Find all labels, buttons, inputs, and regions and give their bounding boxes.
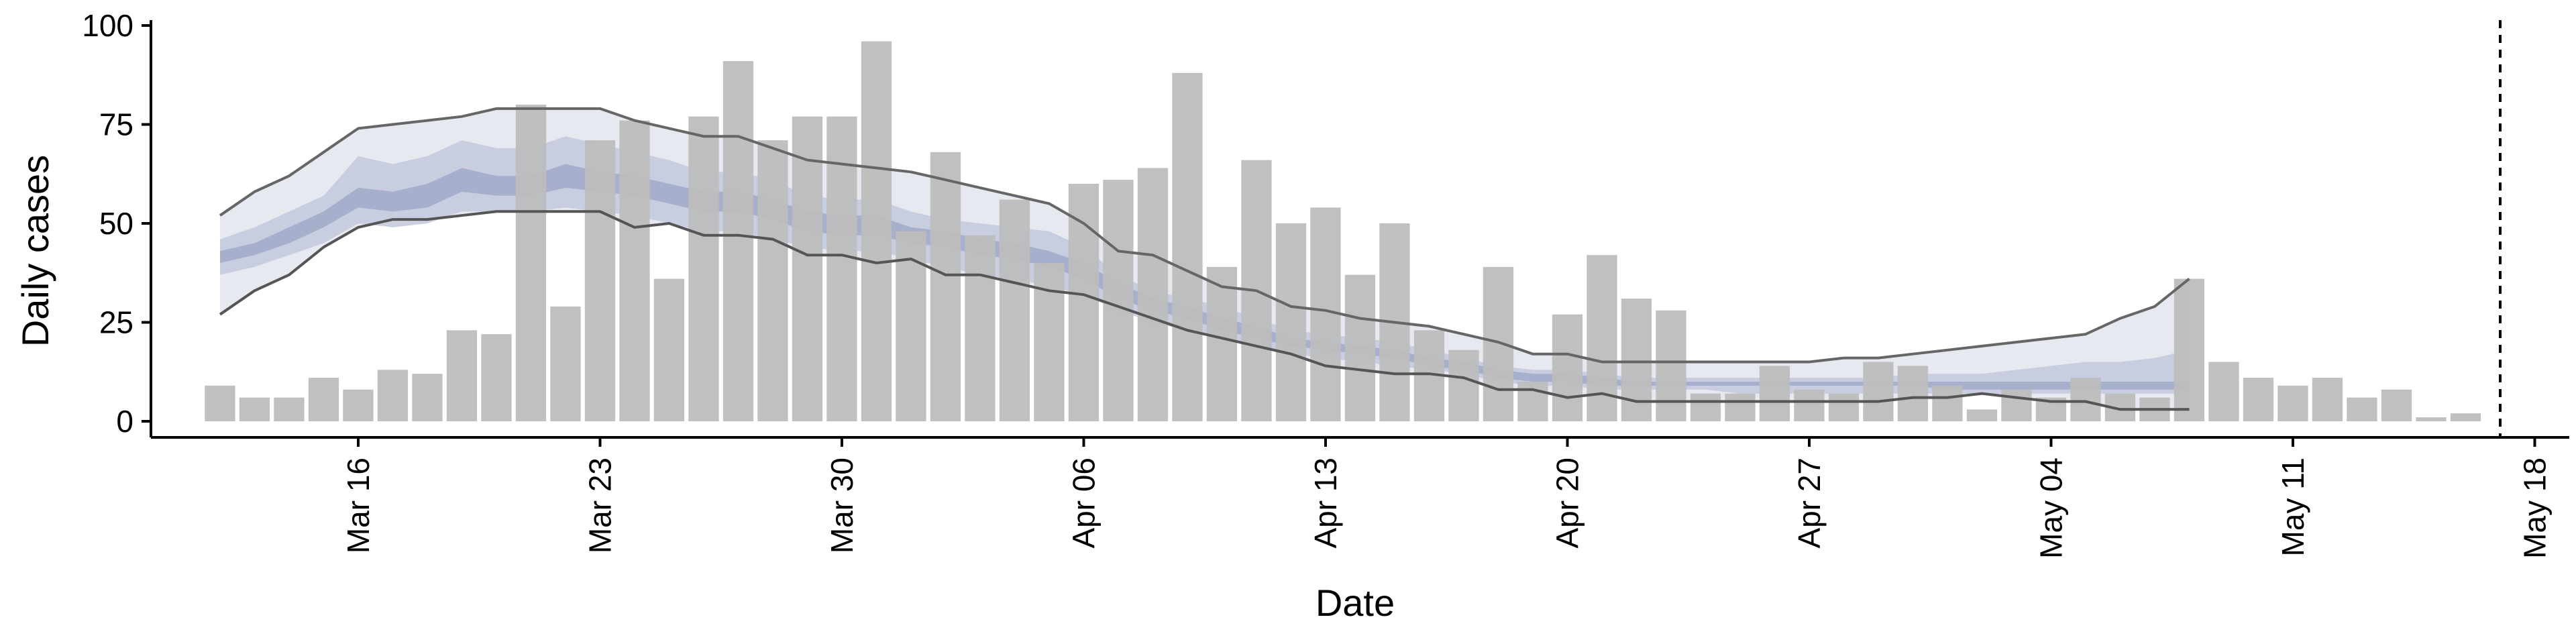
bar <box>1310 207 1341 421</box>
x-tick-label: Mar 30 <box>824 458 859 553</box>
core-band <box>220 164 2190 390</box>
y-tick-label: 25 <box>99 305 133 340</box>
bar <box>1068 184 1099 421</box>
bar <box>965 235 996 421</box>
bar <box>1034 263 1065 421</box>
y-tick-label: 100 <box>82 8 133 43</box>
bar <box>584 140 616 421</box>
bar <box>1794 389 1825 421</box>
tick-labels: 0 25 50 75 100 Mar 16 Mar 23 Mar 30 Apr 06 Apr 13… <box>82 8 2552 559</box>
bar <box>343 389 374 421</box>
bar <box>1966 409 1998 421</box>
x-tick-label: Apr 20 <box>1550 458 1585 549</box>
bar <box>1690 393 1721 421</box>
uncertainty-bands <box>220 108 2190 410</box>
axes <box>142 20 2569 447</box>
bar <box>2070 378 2101 421</box>
bar <box>1725 393 1756 421</box>
bar <box>722 61 754 422</box>
bar <box>1552 314 1583 421</box>
x-tick-label: Mar 23 <box>583 458 618 553</box>
bar <box>550 306 581 421</box>
bar <box>515 105 547 421</box>
bar <box>861 41 892 422</box>
bar <box>412 374 443 421</box>
bar <box>2312 378 2343 421</box>
bar <box>1103 180 1134 421</box>
x-tick-label: Apr 13 <box>1308 458 1343 549</box>
bar <box>2381 389 2412 421</box>
bar <box>1656 310 1686 421</box>
bar <box>308 378 339 421</box>
bar <box>1759 366 1790 421</box>
x-tick-label: May 04 <box>2034 458 2069 559</box>
lower-outline <box>219 210 2190 411</box>
bar <box>1863 362 1894 421</box>
daily-case-bars <box>205 41 2481 422</box>
bar <box>826 116 857 421</box>
bar <box>446 330 478 421</box>
upper-outline <box>219 107 2190 364</box>
bar <box>481 334 512 421</box>
bar <box>2347 397 2377 421</box>
bar <box>2277 385 2308 421</box>
x-tick-label: Mar 16 <box>341 458 376 553</box>
bar <box>2416 417 2447 421</box>
band-outlines <box>219 107 2190 411</box>
bar <box>619 120 650 421</box>
bar <box>930 152 961 422</box>
bar <box>1828 393 1860 421</box>
bar <box>999 199 1030 421</box>
y-tick-label: 75 <box>99 107 133 142</box>
x-tick-label: May 11 <box>2275 458 2310 556</box>
bar <box>1517 382 1548 421</box>
bar <box>1483 266 1514 421</box>
bar <box>1897 366 1929 421</box>
y-tick-label: 0 <box>116 404 133 439</box>
bar <box>792 116 823 421</box>
bar <box>2450 413 2481 421</box>
y-tick-label: 50 <box>99 206 133 241</box>
bar <box>1344 274 1376 421</box>
bar <box>688 116 719 421</box>
bar <box>1448 350 1479 421</box>
x-axis-title: Date <box>1316 582 1395 624</box>
bar <box>1206 266 1238 421</box>
x-tick-label: Apr 27 <box>1792 458 1827 549</box>
bar <box>653 278 685 421</box>
bar <box>2243 378 2274 421</box>
bar <box>1275 223 1307 421</box>
bar <box>205 385 235 421</box>
bar <box>2001 389 2032 421</box>
y-axis-title: Daily cases <box>14 155 56 347</box>
bar <box>1172 72 1203 422</box>
bar <box>239 397 270 421</box>
bar <box>1137 168 1169 421</box>
bar <box>2174 278 2205 421</box>
x-tick-label: Apr 06 <box>1067 458 1102 549</box>
x-tick-label: May 18 <box>2518 458 2553 559</box>
bar <box>1932 385 1963 421</box>
bar <box>2208 362 2239 421</box>
bar <box>377 370 409 421</box>
bar <box>274 397 305 421</box>
bar <box>757 140 788 421</box>
bar <box>1621 299 1652 421</box>
